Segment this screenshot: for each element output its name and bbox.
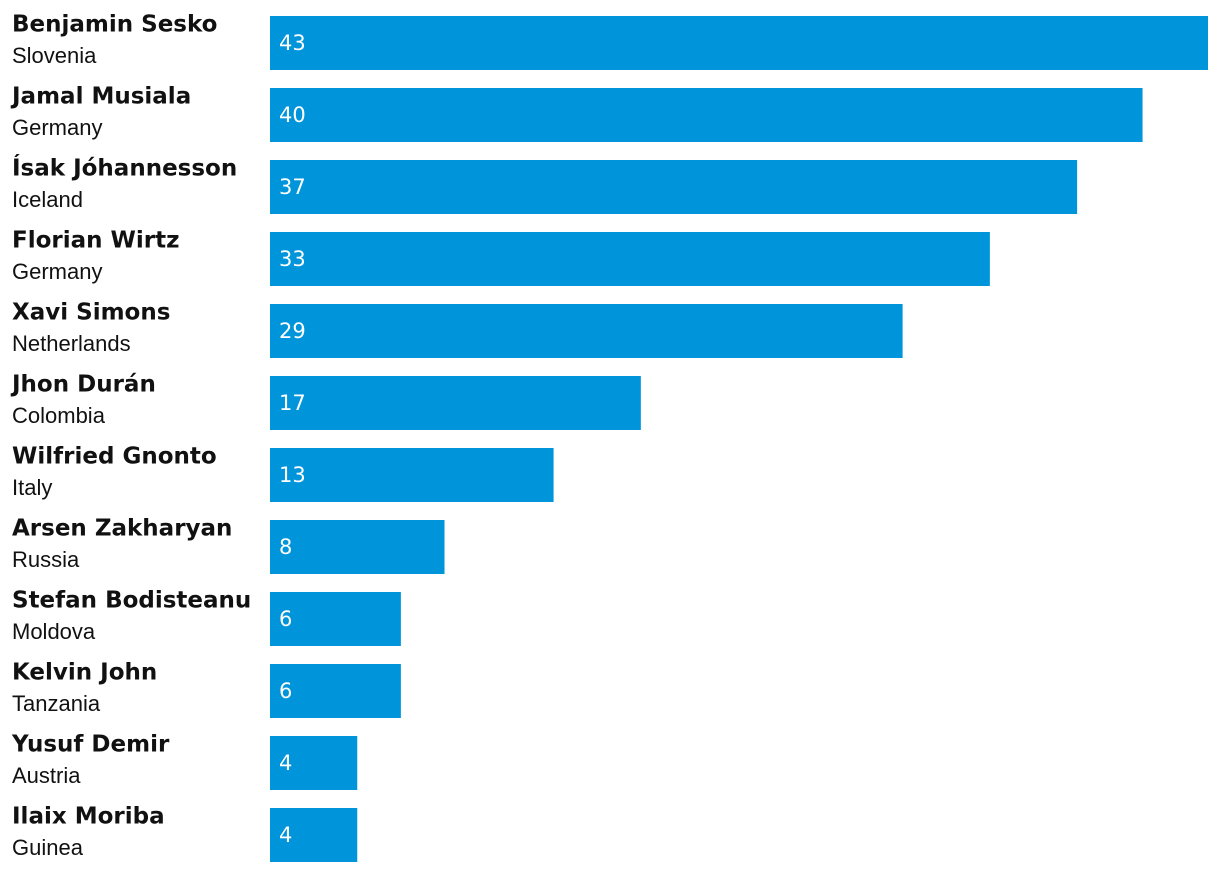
bar (270, 304, 903, 358)
country-label: Moldova (12, 619, 96, 644)
value-label: 40 (279, 103, 306, 127)
player-name: Benjamin Sesko (12, 12, 217, 38)
value-label: 4 (279, 823, 292, 847)
value-label: 6 (279, 607, 292, 631)
player-name: Ilaix Moriba (12, 804, 165, 830)
bar (270, 520, 445, 574)
bar (270, 88, 1143, 142)
player-name: Arsen Zakharyan (12, 516, 232, 542)
bar (270, 592, 401, 646)
player-name: Stefan Bodisteanu (12, 588, 251, 614)
bar (270, 448, 554, 502)
player-name: Jhon Durán (10, 372, 156, 398)
value-label: 43 (279, 31, 306, 55)
bar (270, 376, 641, 430)
value-label: 4 (279, 751, 292, 775)
bar (270, 160, 1078, 214)
player-name: Kelvin John (12, 660, 157, 686)
country-label: Russia (12, 547, 80, 572)
value-label: 33 (279, 247, 306, 271)
value-label: 8 (279, 535, 292, 559)
player-name: Florian Wirtz (12, 228, 180, 254)
country-label: Italy (12, 475, 52, 500)
bar (270, 808, 358, 862)
bar (270, 232, 990, 286)
value-label: 29 (279, 319, 306, 343)
value-label: 37 (279, 175, 306, 199)
value-label: 17 (279, 391, 306, 415)
player-name: Ísak Jóhannesson (12, 154, 237, 182)
player-name: Wilfried Gnonto (12, 444, 217, 470)
value-label: 6 (279, 679, 292, 703)
country-label: Germany (12, 115, 102, 140)
country-label: Austria (12, 763, 81, 788)
country-label: Guinea (12, 835, 84, 860)
country-label: Colombia (12, 403, 106, 428)
bar (270, 664, 401, 718)
country-label: Germany (12, 259, 102, 284)
player-name: Xavi Simons (12, 300, 170, 326)
country-label: Slovenia (12, 43, 97, 68)
value-label: 13 (279, 463, 306, 487)
country-label: Iceland (12, 187, 83, 212)
player-name: Yusuf Demir (11, 732, 170, 758)
bar (270, 736, 358, 790)
country-label: Tanzania (12, 691, 101, 716)
bar (270, 16, 1208, 70)
player-name: Jamal Musiala (10, 84, 191, 110)
country-label: Netherlands (12, 331, 131, 356)
